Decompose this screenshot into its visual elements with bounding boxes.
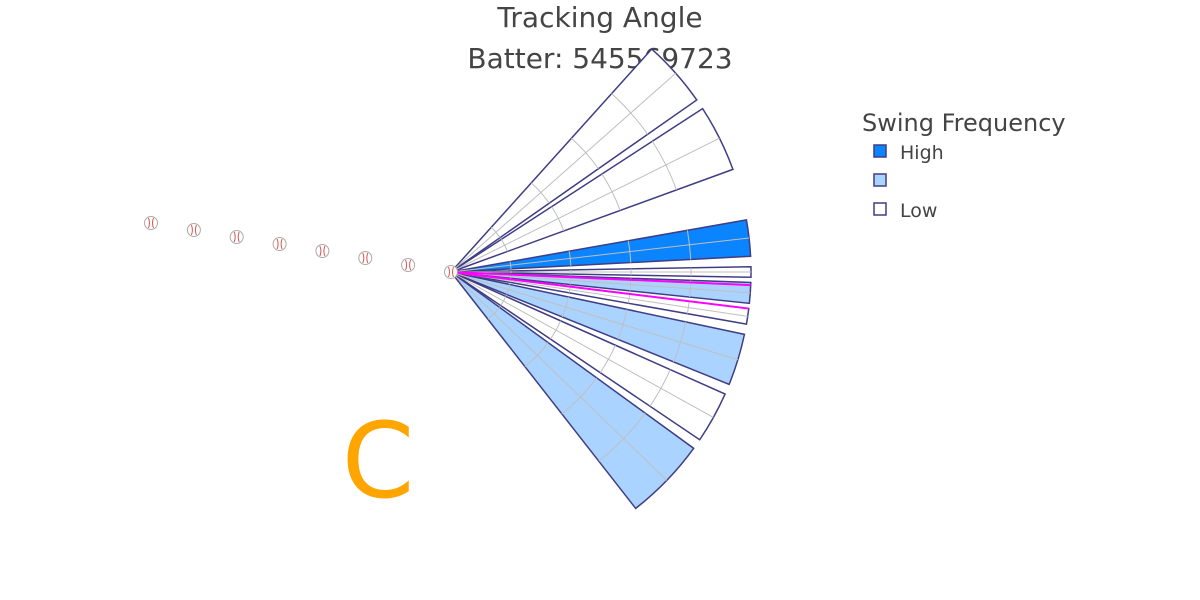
grid-radial-8 — [450, 271, 668, 481]
legend: Swing Frequency High Low — [862, 109, 1066, 222]
highlight-line-1 — [450, 271, 749, 310]
baseball-icon — [186, 223, 201, 237]
legend-item-mid[interactable] — [873, 173, 887, 187]
legend-swatch-high — [873, 144, 887, 158]
chart-title: Tracking Angle — [496, 1, 702, 34]
grid-radial-7 — [450, 271, 714, 418]
grid-radial-0 — [450, 72, 677, 273]
highlight-line-0 — [450, 271, 751, 287]
highlight-layer — [450, 271, 751, 310]
grid-radial-5 — [450, 271, 748, 317]
legend-swatch-low — [873, 202, 887, 216]
wedge-high-2 — [450, 219, 752, 273]
grid-layer — [450, 72, 751, 481]
baseball-icon — [444, 265, 458, 279]
orange-letter-marker: C — [342, 400, 415, 522]
wedges-layer — [450, 48, 752, 510]
legend-label-low: Low — [900, 200, 937, 222]
legend-item-low[interactable]: Low — [873, 200, 937, 222]
baseball-icon — [272, 237, 287, 251]
baseball-icon — [315, 244, 330, 258]
baseball-icon — [401, 258, 416, 272]
grid-radial-6 — [450, 271, 739, 361]
legend-swatch-mid — [873, 173, 887, 187]
legend-item-high[interactable]: High — [873, 142, 944, 164]
legend-label-high: High — [900, 142, 944, 164]
chart-subtitle: Batter: 545569723 — [467, 42, 732, 75]
wedge-mid-6 — [450, 271, 746, 386]
baseball-icon — [144, 216, 158, 230]
grid-radial-2 — [450, 237, 750, 273]
grid-radial-4 — [450, 271, 751, 294]
wedge-mid-4 — [450, 271, 752, 305]
ball-trail — [144, 216, 458, 279]
grid-radial-1 — [450, 137, 720, 273]
baseball-icon — [229, 230, 244, 244]
baseball-icon — [358, 251, 373, 265]
legend-title: Swing Frequency — [862, 109, 1066, 137]
